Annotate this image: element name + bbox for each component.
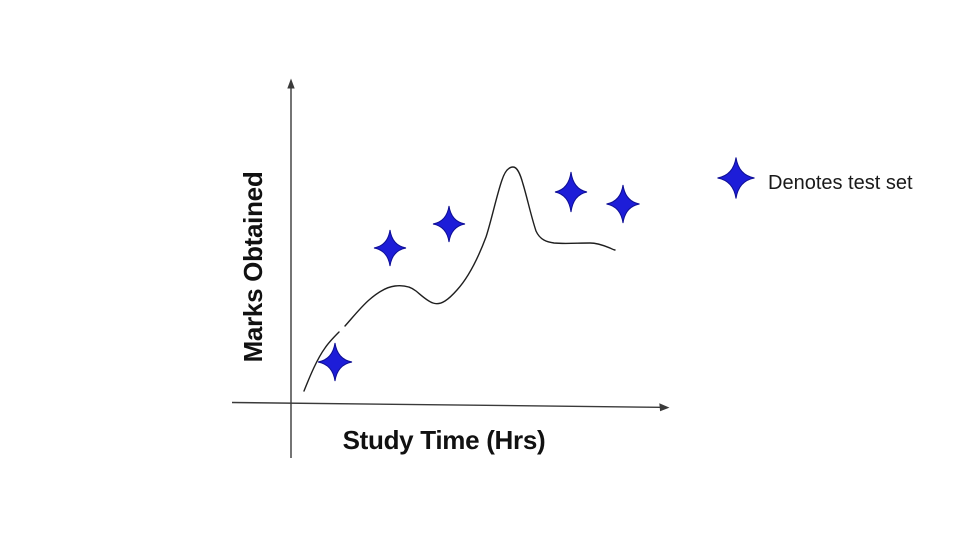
test-point-star <box>373 229 407 267</box>
model-curve <box>303 166 616 392</box>
legend-star-icon <box>717 157 755 199</box>
legend-label: Denotes test set <box>768 172 913 194</box>
model-curve-segment <box>344 166 616 327</box>
test-set-points <box>317 171 640 382</box>
test-point-star <box>554 171 588 213</box>
legend: Denotes test set <box>717 157 913 199</box>
x-axis-label: Study Time (Hrs) <box>343 425 546 455</box>
x-axis-arrow-icon <box>659 403 670 412</box>
test-point-star <box>606 184 640 224</box>
test-point-star <box>317 342 353 382</box>
model-curve-segment <box>303 331 340 392</box>
y-axis-label: Marks Obtained <box>238 172 268 363</box>
x-axis-line <box>231 401 661 408</box>
y-axis-arrow-icon <box>287 78 295 89</box>
axes <box>231 78 670 458</box>
test-point-star <box>432 205 466 243</box>
